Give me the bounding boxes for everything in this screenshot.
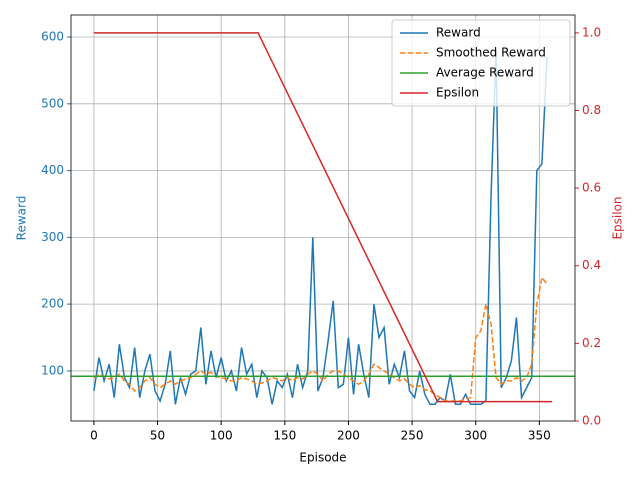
x-tick-label: 250 <box>401 429 424 443</box>
y2-tick-label: 0.8 <box>582 103 601 117</box>
series-line <box>93 275 548 402</box>
x-tick-label: 300 <box>464 429 487 443</box>
x-axis-label: Episode <box>299 451 346 465</box>
y-tick-label: 100 <box>41 363 64 377</box>
y-tick-label: 500 <box>41 96 64 110</box>
legend-label: Reward <box>436 26 481 40</box>
y-tick-label: 300 <box>41 230 64 244</box>
x-tick-label: 50 <box>150 429 165 443</box>
legend-box <box>391 19 571 107</box>
y-axis-label: Reward <box>15 196 29 241</box>
x-tick-label: 350 <box>528 429 551 443</box>
y-tick-label: 200 <box>41 297 64 311</box>
y2-tick-label: 0.4 <box>582 258 601 272</box>
y2-tick-label: 0.0 <box>582 414 601 428</box>
legend-label: Smoothed Reward <box>436 46 546 60</box>
y-tick-label: 600 <box>41 30 64 44</box>
x-tick-label: 200 <box>337 429 360 443</box>
legend-label: Epsilon <box>436 86 479 100</box>
plot-frame <box>70 14 576 422</box>
x-tick-label: 100 <box>210 429 233 443</box>
series-line <box>93 50 548 406</box>
y2-tick-label: 0.6 <box>582 181 601 195</box>
y2-tick-label: 1.0 <box>582 25 601 39</box>
y2-axis-label: Epsilon <box>611 196 625 239</box>
series-line <box>93 32 553 403</box>
legend-label: Average Reward <box>436 66 534 80</box>
y2-tick-label: 0.2 <box>582 336 601 350</box>
y-tick-label: 400 <box>41 163 64 177</box>
x-tick-label: 150 <box>273 429 296 443</box>
x-tick-label: 0 <box>90 429 98 443</box>
plot-area <box>71 32 575 406</box>
